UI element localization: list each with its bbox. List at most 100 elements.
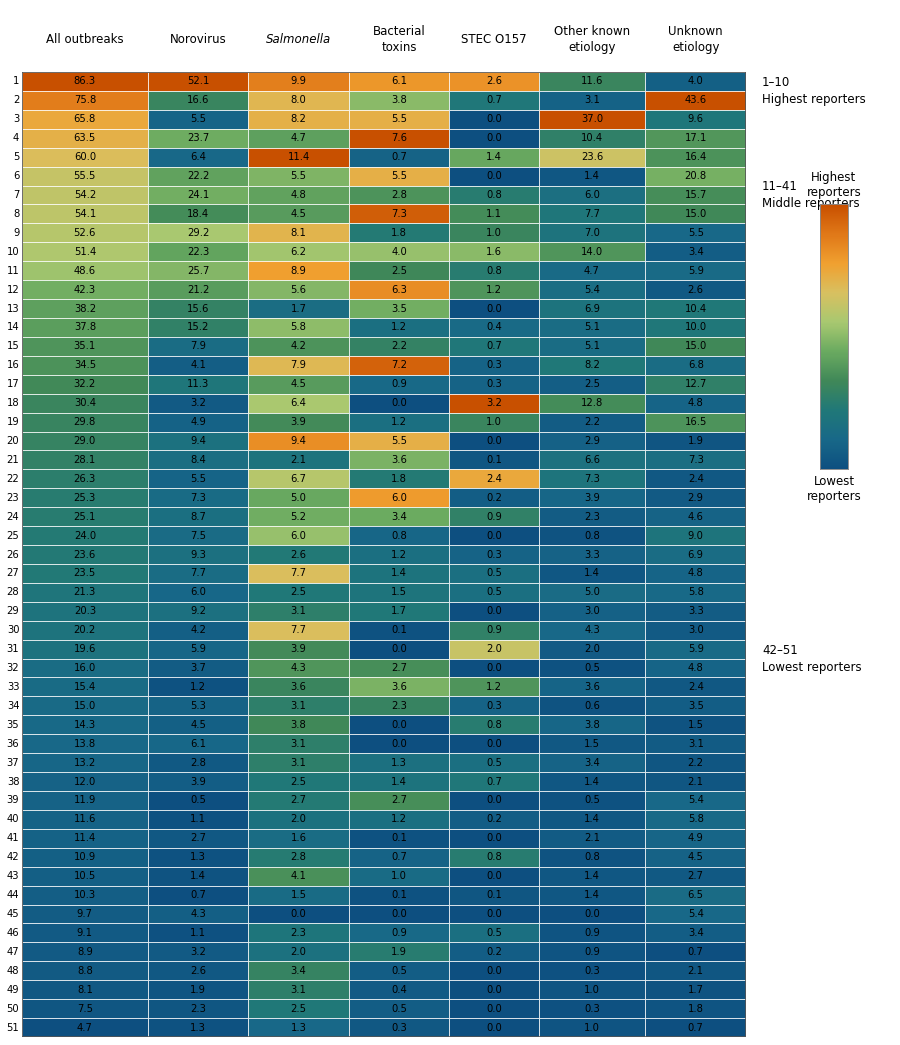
Bar: [22, 905, 148, 924]
Bar: [22, 186, 148, 205]
Bar: [22, 791, 148, 810]
Bar: [148, 129, 248, 147]
Text: 30.4: 30.4: [74, 398, 96, 409]
Text: 20.3: 20.3: [74, 606, 96, 617]
Bar: [148, 885, 248, 905]
Bar: [449, 432, 538, 450]
Bar: [248, 488, 349, 507]
Bar: [645, 488, 746, 507]
Text: 10.0: 10.0: [685, 323, 706, 332]
Bar: [538, 753, 645, 772]
Text: 9.3: 9.3: [190, 550, 206, 559]
Text: 40: 40: [7, 814, 19, 825]
Bar: [449, 866, 538, 885]
Bar: [349, 735, 449, 753]
Bar: [538, 885, 645, 905]
Bar: [449, 791, 538, 810]
Bar: [148, 999, 248, 1018]
Bar: [148, 205, 248, 224]
Text: 3.1: 3.1: [688, 739, 704, 748]
Text: 10.3: 10.3: [74, 890, 96, 900]
Bar: [449, 677, 538, 696]
Text: 1.2: 1.2: [392, 323, 407, 332]
Bar: [248, 829, 349, 847]
Bar: [248, 545, 349, 564]
Bar: [22, 753, 148, 772]
Text: 20.2: 20.2: [74, 625, 96, 635]
Text: 16.5: 16.5: [685, 417, 706, 427]
Bar: [538, 488, 645, 507]
Text: 1.0: 1.0: [486, 228, 502, 238]
Bar: [449, 375, 538, 394]
Bar: [449, 526, 538, 545]
Bar: [148, 677, 248, 696]
Text: 4.2: 4.2: [291, 342, 307, 351]
Bar: [22, 658, 148, 677]
Bar: [22, 394, 148, 413]
Bar: [538, 583, 645, 602]
Text: 9.4: 9.4: [190, 436, 206, 446]
Bar: [645, 810, 746, 829]
Bar: [538, 829, 645, 847]
Bar: [449, 450, 538, 469]
Bar: [248, 943, 349, 961]
Text: 0.9: 0.9: [584, 928, 600, 938]
Bar: [248, 166, 349, 186]
Bar: [645, 621, 746, 640]
Text: 3.4: 3.4: [291, 966, 307, 976]
Text: 22.3: 22.3: [187, 247, 209, 257]
Text: 10.4: 10.4: [685, 303, 706, 313]
Text: 1.5: 1.5: [688, 720, 704, 729]
Text: 7: 7: [13, 190, 19, 200]
Bar: [349, 110, 449, 129]
Text: 25.7: 25.7: [187, 265, 209, 276]
Bar: [148, 716, 248, 735]
Text: 1.4: 1.4: [584, 872, 600, 881]
Bar: [248, 791, 349, 810]
Bar: [449, 735, 538, 753]
Bar: [449, 261, 538, 280]
Text: 5.5: 5.5: [190, 473, 206, 484]
Text: 3.1: 3.1: [291, 701, 307, 711]
Text: 1.2: 1.2: [190, 682, 206, 692]
Text: 4.5: 4.5: [190, 720, 206, 729]
Text: 2.7: 2.7: [392, 663, 407, 673]
Bar: [22, 488, 148, 507]
Bar: [148, 735, 248, 753]
Text: 86.3: 86.3: [74, 76, 96, 87]
Bar: [22, 677, 148, 696]
Text: 6.0: 6.0: [190, 587, 206, 598]
Text: 4.8: 4.8: [688, 398, 704, 409]
Text: 3.8: 3.8: [392, 95, 407, 106]
Text: 3.1: 3.1: [291, 606, 307, 617]
Text: 8: 8: [13, 209, 19, 218]
Text: 7.7: 7.7: [190, 568, 206, 579]
Text: 27: 27: [6, 568, 19, 579]
Text: 4.1: 4.1: [190, 361, 206, 370]
Text: 7.7: 7.7: [291, 568, 307, 579]
Bar: [538, 564, 645, 583]
Text: 6.1: 6.1: [392, 76, 407, 87]
Text: 19: 19: [6, 417, 19, 427]
Bar: [645, 980, 746, 999]
Text: 3.9: 3.9: [291, 417, 307, 427]
Text: 7.6: 7.6: [392, 133, 407, 143]
Text: 0.0: 0.0: [486, 663, 502, 673]
Bar: [248, 336, 349, 356]
Text: 2.8: 2.8: [392, 190, 407, 200]
Bar: [449, 545, 538, 564]
Bar: [248, 526, 349, 545]
Text: 5.9: 5.9: [190, 644, 206, 654]
Bar: [22, 166, 148, 186]
Bar: [349, 696, 449, 716]
Text: 21.3: 21.3: [74, 587, 96, 598]
Text: 3.4: 3.4: [688, 247, 704, 257]
Bar: [248, 564, 349, 583]
Bar: [538, 905, 645, 924]
Text: 9: 9: [13, 228, 19, 238]
Text: 44: 44: [7, 890, 19, 900]
Bar: [645, 905, 746, 924]
Bar: [645, 205, 746, 224]
Bar: [148, 658, 248, 677]
Text: 2.7: 2.7: [688, 872, 704, 881]
